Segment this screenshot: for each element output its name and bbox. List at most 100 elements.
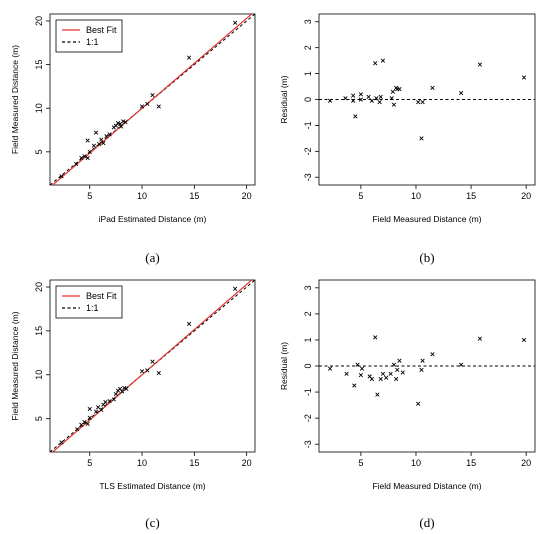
legend: Best Fit 1:1 — [55, 19, 123, 53]
data-points — [327, 335, 527, 406]
data-point — [104, 134, 109, 139]
y-tick-label: 20 — [34, 282, 44, 292]
x-tick-label: 10 — [411, 458, 421, 468]
x-tick-label: 20 — [521, 191, 531, 201]
data-point — [378, 376, 383, 382]
data-point — [388, 371, 393, 376]
data-point — [59, 174, 64, 179]
legend-best-fit-label: Best Fit — [86, 25, 117, 35]
data-point — [397, 87, 402, 92]
y-tick-label: -1 — [303, 121, 313, 129]
x-axis-label: Field Measured Distance (m) — [372, 214, 481, 224]
x-tick-label: 20 — [242, 191, 252, 201]
y-tick-label: 3 — [303, 19, 313, 24]
data-point — [459, 90, 464, 96]
data-point — [351, 98, 356, 103]
data-point — [384, 375, 389, 380]
data-points — [59, 20, 238, 179]
y-tick-label: 2 — [303, 45, 313, 50]
y-tick-label: 5 — [34, 416, 44, 421]
y-tick-label: 1 — [303, 71, 313, 76]
legend-box — [55, 285, 123, 319]
data-point — [82, 154, 87, 159]
data-point — [358, 373, 363, 378]
data-point — [101, 141, 106, 146]
data-point — [85, 155, 90, 161]
data-point — [124, 386, 129, 391]
data-point — [420, 99, 425, 105]
data-point — [120, 389, 125, 394]
data-point — [93, 130, 99, 135]
data-point — [59, 440, 64, 445]
panel-a: 5 10 15 20 5 10 15 20 iPad Estimated Distance (m… — [10, 13, 256, 265]
data-point — [156, 104, 161, 109]
data-points — [59, 286, 238, 445]
data-point — [97, 141, 102, 147]
panel-label: (c) — [145, 515, 159, 530]
plot-frame — [49, 13, 256, 186]
legend: Best Fit 1:1 — [55, 285, 123, 319]
data-point — [391, 102, 397, 107]
data-point — [358, 97, 363, 102]
data-point — [75, 427, 80, 432]
panel-label: (a) — [145, 250, 159, 265]
x-tick-label: 15 — [466, 191, 476, 201]
data-point — [87, 415, 92, 420]
data-point — [373, 61, 378, 66]
x-axis-label: Field Measured Distance (m) — [372, 481, 481, 491]
data-point — [186, 55, 192, 60]
y-axis-label: Field Measured Distance (m) — [10, 45, 20, 154]
data-point — [156, 370, 161, 376]
data-point — [419, 367, 424, 373]
x-tick-label: 10 — [411, 191, 421, 201]
y-tick-label: -1 — [303, 388, 313, 396]
data-point — [87, 406, 92, 412]
data-point — [139, 104, 145, 109]
best-fit-line — [51, 280, 253, 452]
data-point — [99, 137, 104, 142]
data-point — [99, 407, 104, 412]
data-point — [123, 120, 128, 125]
data-point — [145, 368, 150, 373]
legend-box — [55, 19, 123, 53]
data-point — [400, 370, 405, 375]
data-point — [186, 321, 192, 326]
data-point — [394, 376, 399, 382]
panel-b: 5 10 15 20 -3 -2 -1 0 1 2 3 Field Measured Distance… — [279, 13, 536, 265]
best-fit-line — [51, 14, 253, 185]
x-tick-label: 20 — [521, 458, 531, 468]
data-point — [107, 398, 112, 404]
data-point — [521, 337, 527, 343]
data-point — [74, 161, 79, 167]
y-tick-label: -2 — [303, 147, 313, 155]
x-tick-label: 15 — [466, 458, 476, 468]
data-point — [374, 96, 379, 101]
data-point — [82, 420, 87, 425]
panel-label: (d) — [419, 515, 434, 530]
data-point — [391, 362, 397, 367]
data-point — [85, 421, 90, 427]
data-point — [380, 371, 386, 376]
data-point — [327, 98, 333, 103]
y-tick-label: -2 — [303, 414, 313, 422]
data-points — [327, 58, 527, 141]
legend-best-fit-label: Best Fit — [86, 291, 117, 301]
data-point — [369, 98, 375, 103]
data-point — [107, 132, 112, 137]
x-axis-label: iPad Estimated Distance (m) — [99, 214, 207, 224]
y-tick-label: 15 — [34, 326, 44, 336]
x-tick-label: 10 — [137, 458, 147, 468]
data-point — [233, 286, 238, 291]
data-point — [477, 62, 483, 67]
data-point — [397, 358, 402, 363]
data-point — [343, 96, 348, 101]
data-point — [352, 383, 357, 388]
panel-c: 5 10 15 20 5 10 15 20 TLS Estimated Distance (m)… — [10, 279, 256, 530]
y-tick-label: 10 — [34, 103, 44, 113]
data-point — [375, 392, 380, 397]
data-point — [233, 20, 238, 25]
reference-lines — [50, 280, 255, 452]
data-point — [119, 124, 124, 129]
data-point — [459, 362, 464, 367]
data-point — [359, 366, 365, 371]
